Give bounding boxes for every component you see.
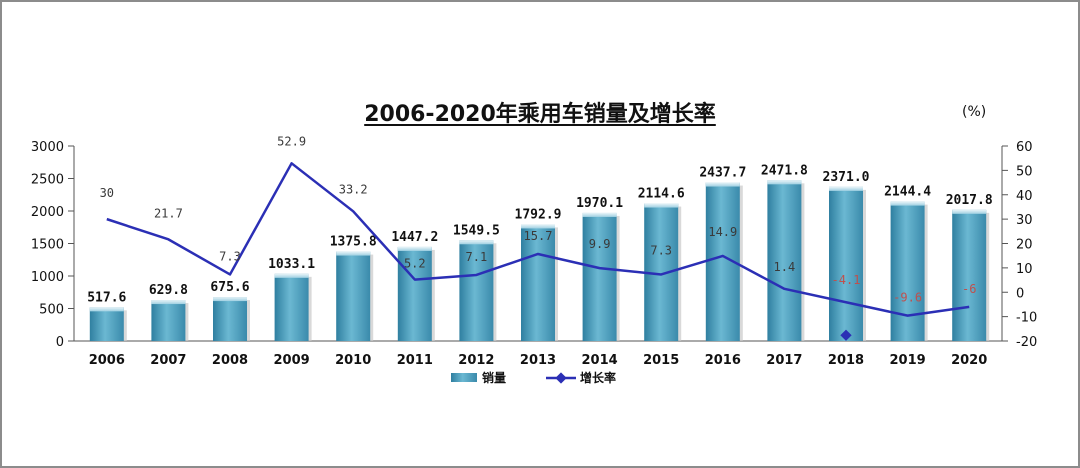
x-axis-tick-label: 2018 [828, 353, 864, 368]
bar [767, 180, 802, 341]
x-axis-tick-label: 2011 [397, 353, 433, 368]
x-axis-tick-label: 2019 [890, 353, 926, 368]
bar-value-label: 2471.8 [761, 163, 808, 178]
bar-value-label: 2017.8 [946, 193, 993, 208]
growth-rate-label: 7.3 [650, 243, 672, 257]
right-axis-tick-label: 30 [1016, 213, 1033, 228]
bar-top [829, 186, 863, 191]
bar-value-label: 1447.2 [391, 230, 438, 245]
x-axis-tick-label: 2009 [274, 353, 310, 368]
x-axis-tick-label: 2017 [766, 353, 802, 368]
x-axis-tick-label: 2014 [582, 353, 618, 368]
right-axis-tick-label: -10 [1016, 311, 1037, 326]
bar-top [767, 180, 802, 185]
left-axis-tick-label: 500 [39, 303, 64, 318]
growth-rate-line [106, 162, 970, 317]
bar-top [582, 212, 617, 217]
x-axis-tick-label: 2006 [89, 353, 125, 368]
growth-rate-label: 30 [100, 186, 114, 200]
growth-rate-label: -4.1 [832, 273, 861, 287]
bar [582, 212, 617, 341]
growth-rate-label: 21.7 [154, 206, 183, 220]
chart-title: 2006-2020年乘用车销量及增长率 [364, 102, 716, 127]
bar-top [336, 251, 371, 256]
bar-value-label: 2114.6 [638, 187, 685, 202]
bar-top [644, 203, 679, 208]
bar-value-label: 629.8 [149, 283, 188, 298]
bar-value-label: 2437.7 [699, 166, 746, 181]
bar-top [521, 224, 555, 229]
bar-top [274, 273, 309, 278]
bar-value-label: 2144.4 [884, 185, 931, 200]
bar [829, 186, 863, 341]
bar-value-label: 1792.9 [515, 207, 562, 222]
bar-value-label: 1033.1 [268, 257, 315, 272]
growth-rate-marker [840, 329, 852, 341]
left-axis-tick-label: 2500 [31, 173, 64, 188]
growth-rate-label: 1.4 [774, 260, 796, 274]
x-axis-tick-label: 2008 [212, 353, 248, 368]
bar-value-label: 517.6 [87, 290, 126, 305]
left-axis-tick-label: 0 [56, 335, 64, 350]
growth-rate-label: -9.6 [893, 291, 922, 305]
left-axis-tick-label: 1500 [31, 238, 64, 253]
legend-swatch-sales [451, 373, 477, 382]
bar-top [705, 182, 740, 187]
bar [89, 307, 124, 341]
growth-rate-label: 7.3 [219, 249, 241, 263]
bar-value-label: 1970.1 [576, 196, 623, 211]
x-axis-tick-label: 2013 [520, 353, 556, 368]
bar [151, 300, 186, 341]
bar-top [890, 201, 925, 206]
bar [274, 273, 309, 341]
bar-top [397, 246, 432, 251]
left-axis-tick-label: 2000 [31, 205, 64, 220]
bar-top [89, 307, 124, 312]
growth-rate-label: 15.7 [524, 229, 553, 243]
x-axis-tick-label: 2016 [705, 353, 741, 368]
right-axis-tick-label: 0 [1016, 286, 1024, 301]
right-axis-tick-label: 40 [1016, 189, 1033, 204]
growth-rate-label: -6 [962, 282, 976, 296]
right-axis-unit: (%) [962, 104, 987, 120]
right-axis-tick-label: 50 [1016, 164, 1033, 179]
left-axis-tick-label: 1000 [31, 270, 64, 285]
bar-value-label: 1375.8 [330, 235, 377, 250]
bar-top [952, 209, 987, 214]
x-axis-tick-label: 2015 [643, 353, 679, 368]
bar [213, 297, 247, 341]
x-axis-tick-label: 2007 [150, 353, 186, 368]
right-axis-tick-label: 60 [1016, 140, 1033, 155]
right-axis-tick-label: 10 [1016, 262, 1033, 277]
growth-rate-label: 52.9 [277, 134, 306, 148]
legend-label-sales: 销量 [482, 370, 506, 385]
right-axis-tick-label: 20 [1016, 238, 1033, 253]
x-axis-tick-label: 2020 [951, 353, 987, 368]
left-axis-tick-label: 3000 [31, 140, 64, 155]
growth-rate-label: 7.1 [466, 250, 488, 264]
growth-rate-label: 14.9 [708, 225, 737, 239]
growth-rate-label: 5.2 [404, 257, 426, 271]
bar-value-label: 2371.0 [823, 170, 870, 185]
bar [336, 251, 371, 341]
bar-value-label: 1549.5 [453, 223, 500, 238]
bar-value-label: 675.6 [210, 280, 249, 295]
bar [521, 224, 555, 341]
right-axis-tick-label: -20 [1016, 335, 1037, 350]
legend-label-growth: 增长率 [580, 370, 616, 385]
bar-top [459, 240, 494, 245]
bar-top [151, 300, 186, 305]
bar-top [213, 297, 247, 302]
bar [890, 201, 925, 341]
x-axis-tick-label: 2012 [458, 353, 494, 368]
growth-rate-label: 9.9 [589, 237, 611, 251]
legend-swatch-growth-marker [555, 372, 567, 384]
bar [952, 209, 987, 341]
bar [397, 246, 432, 341]
growth-rate-label: 33.2 [339, 182, 368, 196]
bar [459, 240, 494, 341]
x-axis-tick-label: 2010 [335, 353, 371, 368]
